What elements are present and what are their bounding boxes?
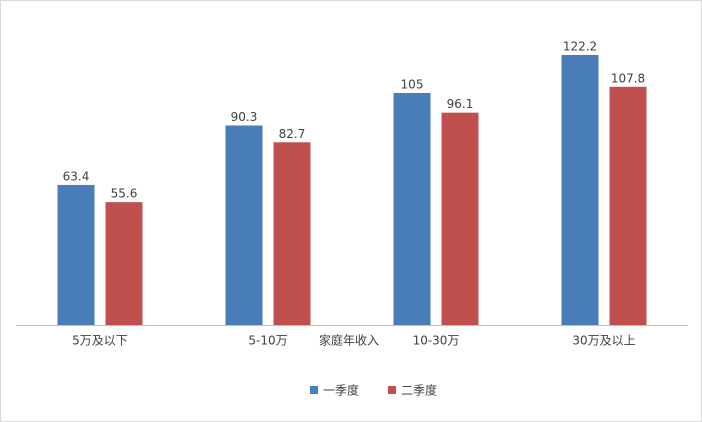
x-tick-label: 30万及以上 <box>572 334 635 348</box>
bar <box>393 93 431 326</box>
bar <box>225 125 263 325</box>
bar <box>105 202 143 325</box>
bar <box>273 142 311 325</box>
data-label: 122.2 <box>563 40 597 54</box>
legend-swatch <box>310 386 318 394</box>
x-axis-title: 家庭年收入 <box>319 333 379 348</box>
bar <box>441 112 479 325</box>
data-label: 107.8 <box>611 71 645 85</box>
x-tick-label: 5-10万 <box>248 334 287 348</box>
data-label: 82.7 <box>279 127 306 141</box>
legend-label: 一季度 <box>323 383 359 398</box>
legend-swatch <box>388 386 396 394</box>
bar <box>57 184 95 325</box>
legend-label: 二季度 <box>401 383 437 398</box>
x-tick-label: 10-30万 <box>413 334 460 348</box>
bar <box>561 55 599 325</box>
data-label: 96.1 <box>447 97 474 111</box>
bar <box>609 86 647 325</box>
data-label: 63.4 <box>63 169 90 183</box>
data-label: 105 <box>401 78 424 92</box>
data-label: 55.6 <box>111 187 138 201</box>
x-tick-label: 5万及以下 <box>72 334 128 348</box>
data-label: 90.3 <box>231 110 258 124</box>
